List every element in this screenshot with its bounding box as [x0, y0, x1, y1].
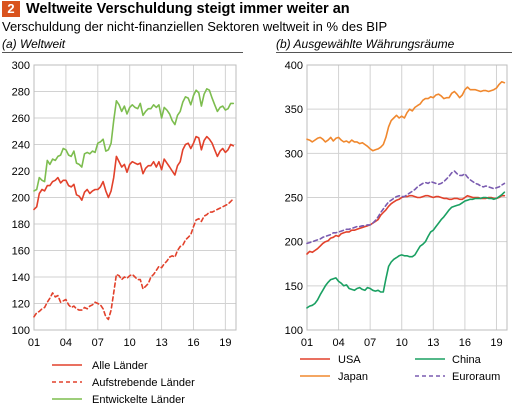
x-tick-label: 16: [459, 337, 471, 349]
x-tick-label: 01: [301, 337, 313, 349]
legend-label: Alle Länder: [92, 360, 148, 372]
series-line-china: [306, 191, 506, 309]
legend-item: China: [415, 354, 482, 366]
y-tick-label: 100: [12, 325, 30, 337]
series-line-alle-länder: [33, 135, 235, 211]
y-tick-label: 250: [285, 193, 303, 205]
y-tick-label: 100: [285, 325, 303, 337]
chart-b: 100 150 200 250 300 350 400 01 04 07 10 13 16 19 USA Ja…: [285, 60, 508, 383]
x-tick-label: 01: [28, 337, 40, 349]
legend-item: USA: [300, 354, 361, 366]
panel-a-rule: [2, 52, 243, 53]
series-line-euroraum: [306, 170, 506, 245]
legend-item: Aufstrebende Länder: [52, 377, 195, 389]
figure-title: Weltweite Verschuldung steigt immer weit…: [26, 1, 350, 17]
y-tick-label: 160: [12, 246, 30, 258]
x-tick-label: 19: [490, 337, 502, 349]
panel-a-title: (a) Weltweit: [2, 37, 66, 51]
figure-subtitle: Verschuldung der nicht-finanziellen Sekt…: [2, 19, 388, 34]
y-tick-label: 200: [285, 237, 303, 249]
y-tick-label: 400: [285, 60, 303, 72]
x-tick-label: 04: [60, 337, 72, 349]
chart-a: 100 120 140 160 180 200 220 240 260 280 300 01 04 07 1…: [12, 60, 237, 406]
x-tick-label: 13: [155, 337, 167, 349]
panel-b-rule: [276, 52, 512, 53]
figure-number-badge: 2: [2, 1, 20, 17]
series-line-usa: [306, 194, 506, 255]
y-tick-label: 150: [285, 281, 303, 293]
legend-label: Euroraum: [452, 371, 500, 383]
x-tick-label: 13: [427, 337, 439, 349]
plot-area-frame: [33, 64, 237, 331]
x-tick-label: 10: [124, 337, 136, 349]
y-tick-label: 220: [12, 166, 30, 178]
legend-label: Entwickelte Länder: [92, 394, 185, 406]
y-tick-label: 200: [12, 193, 30, 205]
y-tick-label: 180: [12, 219, 30, 231]
plot-area-frame: [306, 64, 508, 331]
series-line-aufstrebende-länder: [33, 198, 235, 321]
y-tick-label: 240: [12, 140, 30, 152]
legend-label: Japan: [338, 371, 368, 383]
y-tick-label: 120: [12, 299, 30, 311]
legend-item: Japan: [300, 371, 368, 383]
x-tick-label: 19: [219, 337, 231, 349]
legend-label: Aufstrebende Länder: [92, 377, 195, 389]
x-tick-label: 07: [92, 337, 104, 349]
y-tick-label: 140: [12, 272, 30, 284]
y-tick-label: 260: [12, 113, 30, 125]
y-tick-label: 280: [12, 87, 30, 99]
legend-item: Euroraum: [415, 371, 500, 383]
panel-b-title: (b) Ausgewählte Währungsräume: [276, 37, 455, 51]
series-line-japan: [306, 81, 506, 152]
legend-label: China: [452, 354, 482, 366]
x-tick-label: 16: [187, 337, 199, 349]
legend-item: Alle Länder: [52, 360, 148, 372]
x-tick-label: 10: [396, 337, 408, 349]
y-tick-label: 300: [285, 148, 303, 160]
series-line-entwickelte-länder: [33, 88, 235, 192]
legend-item: Entwickelte Länder: [52, 394, 185, 406]
legend-label: USA: [338, 354, 361, 366]
x-tick-label: 04: [332, 337, 344, 349]
y-tick-label: 300: [12, 60, 30, 72]
y-tick-label: 350: [285, 104, 303, 116]
x-tick-label: 07: [364, 337, 376, 349]
